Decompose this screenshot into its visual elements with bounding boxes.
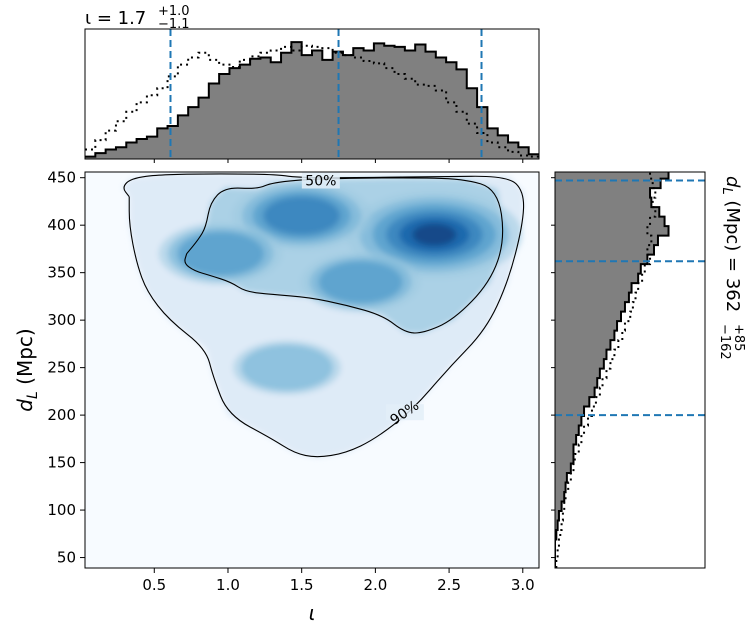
y-axis-ticks: 50 100 150 200 250 300 350 400 450 (47, 169, 85, 567)
right-marginal-frame (554, 171, 706, 569)
top-marginal-histogram (85, 41, 539, 159)
top-marginal-title: ι = 1.7 (85, 8, 146, 29)
right-marginal-title-plus: +85 (731, 324, 746, 351)
right-marginal-histogram (555, 172, 670, 568)
top-marginal-title-plus: +1.0 (158, 4, 190, 19)
y-tick-label: 400 (47, 216, 76, 234)
top-marginal-title-minus: −1.1 (158, 17, 190, 32)
right-hist-fill (555, 172, 669, 568)
top-marginal-ticks (153, 159, 524, 163)
y-tick-label: 150 (47, 454, 76, 472)
top-hist-dotted (85, 44, 539, 158)
contour-line-50pct (184, 177, 504, 334)
density-peak-1-level-3 (263, 196, 341, 235)
contour-line-90pct (123, 173, 525, 458)
y-tick-label: 350 (47, 264, 76, 282)
top-marginal-panel: ι = 1.7 +1.0 −1.1 (84, 4, 540, 163)
density-peak-2-level-2 (177, 231, 265, 276)
x-tick-label: 1.5 (290, 576, 314, 594)
x-axis-ticks: 0.5 1.0 1.5 2.0 2.5 3.0 (142, 568, 535, 594)
right-marginal-quantile-lines (555, 179, 705, 417)
y-tick-label: 50 (57, 549, 76, 567)
x-tick-label: 2.0 (363, 576, 387, 594)
joint-density-frame (84, 171, 540, 569)
density-peak-4-level-1 (241, 344, 333, 391)
x-tick-label: 3.0 (511, 576, 535, 594)
svg-text:dL (Mpc) = 362: dL (Mpc) = 362 (719, 176, 743, 312)
x-tick-label: 0.5 (142, 576, 166, 594)
x-tick-label: 2.5 (437, 576, 461, 594)
right-hist-dotted (555, 172, 657, 568)
density-peak-0-level-5 (412, 223, 457, 246)
y-tick-label: 250 (47, 359, 76, 377)
right-marginal-panel: dL (Mpc) = 362 +85 −162 (551, 171, 746, 569)
y-tick-label: 300 (47, 311, 76, 329)
right-marginal-title-minus: −162 (717, 324, 732, 360)
x-axis-label: ι (309, 601, 316, 625)
right-marginal-ticks (551, 177, 555, 559)
credible-contours (123, 173, 525, 458)
y-axis-label: dL (Mpc) (13, 328, 41, 411)
top-hist-fill (85, 42, 539, 159)
y-tick-label: 200 (47, 406, 76, 424)
x-tick-label: 1.0 (216, 576, 240, 594)
density-heatmap (85, 172, 539, 568)
density-peak-3-level-2 (318, 261, 403, 304)
y-tick-label: 100 (47, 501, 76, 519)
contour-label-bg-0 (301, 172, 340, 189)
contour-label-bg-1 (385, 404, 424, 421)
joint-density-panel: 50%90% 0.5 1.0 1.5 2.0 2.5 3.0 50100150200250… (13, 169, 540, 625)
top-marginal-frame (84, 28, 540, 160)
y-tick-label: 450 (47, 169, 76, 187)
density-blobs (121, 173, 525, 458)
contour-label-50pct: 50% (305, 173, 336, 189)
top-hist-outline (85, 41, 539, 158)
right-marginal-title: dL (Mpc) = 362 +85 −162 (717, 176, 746, 360)
